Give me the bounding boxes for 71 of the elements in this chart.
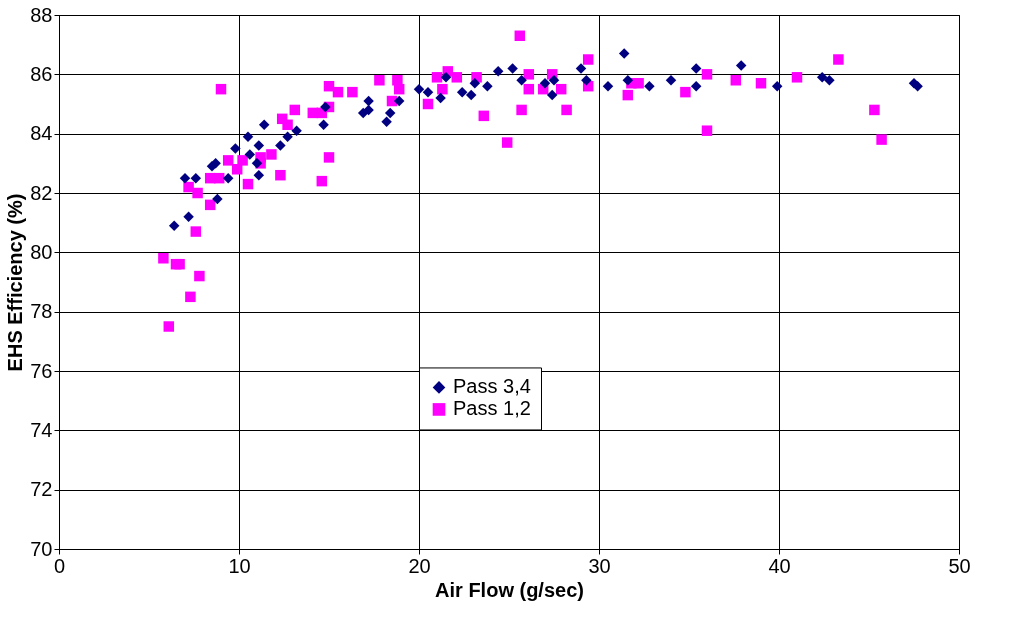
point	[690, 63, 702, 74]
point	[548, 75, 560, 86]
point	[393, 95, 405, 107]
point	[581, 75, 592, 86]
point	[251, 158, 263, 169]
point	[516, 75, 527, 86]
point	[539, 77, 551, 89]
point	[546, 89, 558, 101]
point	[282, 131, 293, 142]
point	[253, 169, 265, 181]
point	[771, 80, 783, 92]
point	[275, 140, 286, 151]
point	[168, 220, 180, 231]
point	[381, 116, 392, 128]
point	[212, 193, 223, 205]
point	[735, 60, 747, 71]
point	[291, 125, 302, 136]
point	[665, 75, 677, 86]
legend-label: Pass 1,2	[453, 397, 531, 420]
point	[816, 72, 828, 83]
point	[422, 86, 434, 98]
point	[456, 86, 468, 98]
y-tick-label: 78	[30, 300, 53, 323]
point	[258, 119, 270, 131]
point	[465, 89, 477, 101]
point	[912, 80, 923, 92]
y-tick-label: 82	[30, 181, 53, 204]
point	[618, 48, 630, 59]
y-tick-label: 88	[30, 3, 53, 26]
point	[492, 66, 504, 77]
point	[179, 172, 191, 184]
point	[206, 161, 218, 172]
point	[644, 80, 655, 92]
point	[384, 107, 396, 119]
y-tick-label: 86	[30, 62, 53, 85]
point	[690, 80, 702, 92]
x-tick-label: 40	[768, 554, 791, 577]
point	[440, 72, 452, 83]
y-tick-label: 84	[30, 122, 53, 145]
x-tick-label: 10	[228, 554, 251, 577]
x-tick-label: 0	[53, 554, 66, 577]
point	[575, 63, 587, 74]
y-tick-label: 70	[30, 537, 53, 560]
point	[230, 143, 241, 154]
x-axis-title: Air Flow (g/sec)	[435, 578, 584, 601]
point	[482, 80, 493, 92]
x-tick-label: 50	[948, 554, 971, 577]
y-tick-label: 76	[30, 359, 53, 382]
point	[183, 211, 194, 222]
point	[413, 83, 425, 95]
point	[469, 77, 481, 89]
point	[824, 75, 835, 86]
point	[318, 119, 329, 131]
point	[435, 92, 446, 104]
point	[320, 101, 331, 113]
y-tick-label: 72	[30, 478, 53, 501]
point	[244, 149, 256, 160]
point	[602, 80, 614, 92]
point	[507, 63, 518, 74]
point	[242, 131, 254, 142]
point	[222, 172, 234, 184]
y-tick-label: 74	[30, 418, 53, 441]
point	[190, 172, 202, 184]
legend-label: Pass 3,4	[453, 375, 531, 398]
point	[622, 75, 634, 86]
y-tick-label: 80	[30, 240, 53, 263]
x-tick-label: 30	[588, 554, 611, 577]
y-axis-title: EHS Efficiency (%)	[4, 193, 27, 372]
point	[253, 140, 265, 151]
point	[363, 95, 374, 107]
x-tick-label: 20	[408, 554, 431, 577]
